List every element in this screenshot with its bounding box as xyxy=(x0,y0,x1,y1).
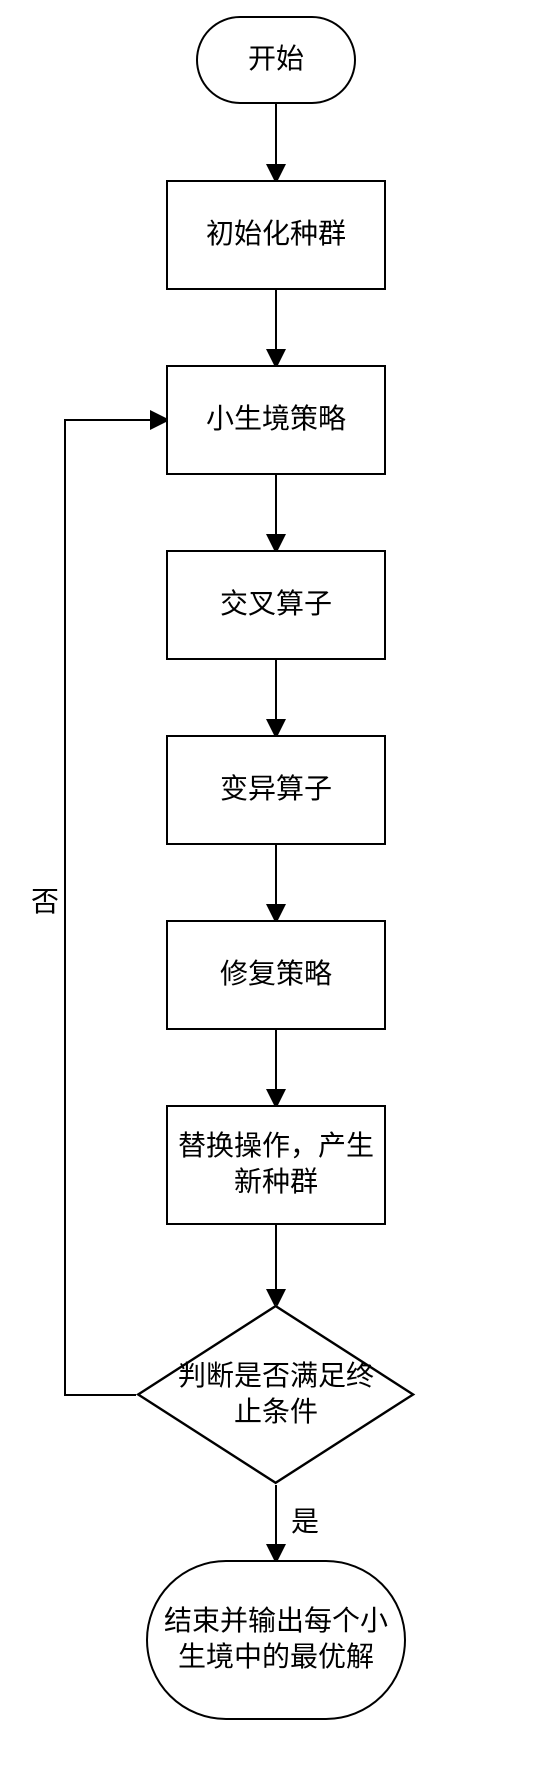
node-label-end: 结束并输出每个小生境中的最优解 xyxy=(158,1604,394,1677)
node-label-cross: 交叉算子 xyxy=(220,587,332,623)
node-label-replace: 替换操作，产生新种群 xyxy=(178,1129,374,1202)
node-start: 开始 xyxy=(196,16,356,104)
node-label-init: 初始化种群 xyxy=(206,217,346,253)
node-cross: 交叉算子 xyxy=(166,550,386,660)
node-decide: 判断是否满足终止条件 xyxy=(136,1305,416,1485)
node-repair: 修复策略 xyxy=(166,920,386,1030)
node-end: 结束并输出每个小生境中的最优解 xyxy=(146,1560,406,1720)
node-init: 初始化种群 xyxy=(166,180,386,290)
edge-label-decide-end: 是 xyxy=(289,1500,321,1540)
node-label-mutate: 变异算子 xyxy=(220,772,332,808)
node-label-niche: 小生境策略 xyxy=(206,402,346,438)
node-label-start: 开始 xyxy=(248,42,304,78)
node-mutate: 变异算子 xyxy=(166,735,386,845)
node-niche: 小生境策略 xyxy=(166,365,386,475)
edge-decide-niche xyxy=(65,420,166,1395)
node-label-repair: 修复策略 xyxy=(220,957,332,993)
node-label-decide: 判断是否满足终止条件 xyxy=(136,1305,416,1485)
edge-label-decide-niche: 否 xyxy=(29,880,61,920)
node-replace: 替换操作，产生新种群 xyxy=(166,1105,386,1225)
